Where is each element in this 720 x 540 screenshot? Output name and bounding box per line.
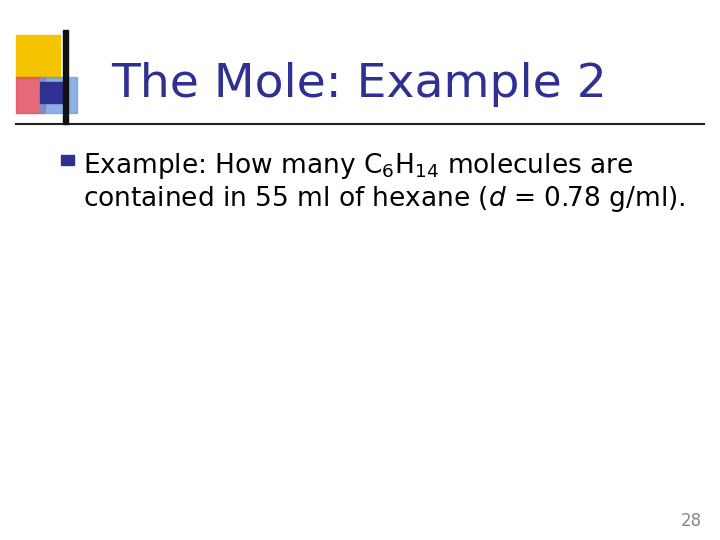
Bar — [16, 35, 60, 78]
Bar — [40, 77, 77, 113]
Text: 28: 28 — [681, 512, 702, 530]
Text: The Mole: Example 2: The Mole: Example 2 — [112, 62, 608, 107]
Text: contained in 55 ml of hexane ($d$ = 0.78 g/ml).: contained in 55 ml of hexane ($d$ = 0.78… — [83, 184, 685, 214]
Bar — [40, 82, 63, 103]
Bar — [61, 155, 74, 165]
Bar — [16, 77, 45, 113]
Text: Example: How many $\mathregular{C_6H_{14}}$ molecules are: Example: How many $\mathregular{C_6H_{14… — [83, 151, 633, 181]
Bar — [63, 30, 68, 124]
